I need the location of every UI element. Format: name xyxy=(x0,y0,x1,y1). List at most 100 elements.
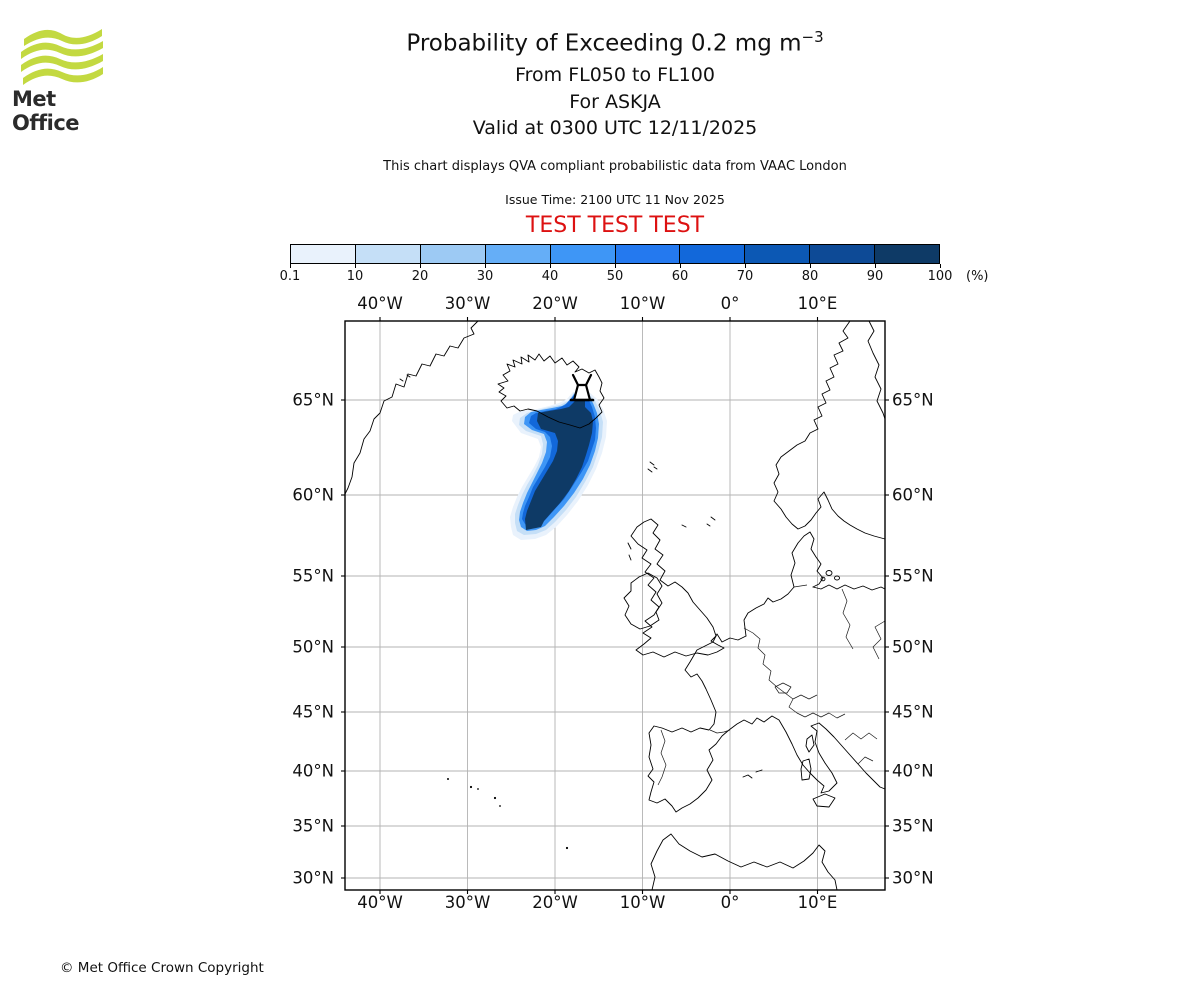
subtitle-volcano: For ASKJA xyxy=(569,91,661,113)
copyright-text: © Met Office Crown Copyright xyxy=(60,960,264,976)
colorbar-tick xyxy=(420,264,421,268)
coast-ireland xyxy=(623,572,663,630)
x-axis-label-bottom: 30°W xyxy=(444,893,491,912)
y-axis-label-right: 30°N xyxy=(892,868,934,888)
coast-danish-island-1 xyxy=(825,570,833,576)
colorbar-tick-label: 0.1 xyxy=(279,269,301,284)
coast-britain xyxy=(630,518,725,658)
x-axis-label-top: 30°W xyxy=(444,294,491,313)
subtitle-valid-time: Valid at 0300 UTC 12/11/2025 xyxy=(472,117,758,139)
x-axis-label-top: 40°W xyxy=(357,294,403,313)
plume-level-90-100 xyxy=(525,395,593,530)
met-office-logo-waves xyxy=(21,29,103,85)
map-tick-marks xyxy=(341,317,889,894)
coast-danish-island-2 xyxy=(834,575,840,581)
coast-danish-island-3 xyxy=(820,576,826,582)
coast-greenland xyxy=(344,320,479,495)
colorbar-segment xyxy=(679,245,745,263)
colorbar-tick xyxy=(355,264,356,268)
colorbar-tick-label: 20 xyxy=(411,269,429,284)
coast-hebrides xyxy=(627,542,632,561)
coast-shetland xyxy=(706,516,716,527)
colorbar-tick-label: 80 xyxy=(801,269,819,284)
coast-balearics xyxy=(742,769,763,779)
colorbar-tick xyxy=(485,264,486,268)
colorbar-tick xyxy=(615,264,616,268)
y-axis-label-right: 45°N xyxy=(892,702,934,722)
coast-iceland xyxy=(497,353,605,429)
colorbar-segment xyxy=(419,245,485,263)
volcano-icon xyxy=(569,373,595,402)
colorbar-segment xyxy=(291,245,355,263)
coast-north-africa xyxy=(650,833,838,891)
coast-sardinia xyxy=(800,758,812,781)
map-background xyxy=(345,321,885,890)
colorbar-segment xyxy=(614,245,680,263)
colorbar-tick xyxy=(680,264,681,268)
title-main: Probability of Exceeding 0.2 mg m xyxy=(406,30,802,57)
coast-greenland-islets xyxy=(399,374,411,382)
colorbar-tick-label: 100 xyxy=(927,269,953,284)
met-office-logo-text: Met Office xyxy=(12,87,80,135)
colorbar-tick-label: 90 xyxy=(866,269,884,284)
x-axis-label-bottom: 10°E xyxy=(797,893,838,912)
y-axis-label-left: 30°N xyxy=(292,868,334,888)
country-borders xyxy=(657,584,886,786)
x-axis-label-bottom: 0° xyxy=(720,893,740,912)
coast-azores-madeira xyxy=(447,778,569,850)
x-axis-label-top: 10°W xyxy=(619,294,666,313)
coast-sicily xyxy=(812,793,836,808)
colorbar xyxy=(290,244,940,264)
x-axis-label-bottom: 40°W xyxy=(357,893,403,912)
coast-orkney xyxy=(681,524,687,528)
colorbar-tick xyxy=(745,264,746,268)
colorbar-tick-label: 10 xyxy=(346,269,364,284)
coast-faroes xyxy=(647,461,658,473)
colorbar-segment xyxy=(354,245,420,263)
y-axis-label-right: 35°N xyxy=(892,816,934,836)
y-axis-label-right: 55°N xyxy=(892,566,934,586)
y-axis-label-left: 50°N xyxy=(292,637,334,657)
coast-scandinavia-ne xyxy=(867,320,886,420)
colorbar-unit-label: (%) xyxy=(966,269,989,284)
colorbar-tick-label: 60 xyxy=(671,269,689,284)
y-axis-label-left: 35°N xyxy=(292,816,334,836)
coastlines xyxy=(344,320,886,891)
test-banner: TEST TEST TEST xyxy=(525,213,705,238)
x-axis-label-top: 0° xyxy=(720,294,740,313)
y-axis-label-right: 65°N xyxy=(892,390,934,410)
title-superscript: −3 xyxy=(801,28,824,46)
colorbar-tick xyxy=(810,264,811,268)
colorbar-tick-label: 50 xyxy=(606,269,624,284)
y-axis-label-left: 60°N xyxy=(292,485,334,505)
coast-norway xyxy=(773,320,886,540)
y-axis-label-left: 45°N xyxy=(292,702,334,722)
colorbar-segment xyxy=(874,245,940,263)
map-gridlines xyxy=(345,321,885,890)
colorbar-tick-label: 70 xyxy=(736,269,754,284)
subtitle-flight-levels: From FL050 to FL100 xyxy=(515,64,715,86)
x-axis-label-bottom: 20°W xyxy=(532,893,578,912)
page-title: Probability of Exceeding 0.2 mg m−3 xyxy=(30,28,1200,57)
colorbar-tick-label: 30 xyxy=(476,269,494,284)
logo-wave-ribbons xyxy=(21,29,103,85)
map-frame xyxy=(344,320,886,891)
colorbar-segment xyxy=(484,245,550,263)
coast-corsica xyxy=(805,734,815,753)
colorbar-tick xyxy=(875,264,876,268)
y-axis-label-right: 60°N xyxy=(892,485,934,505)
colorbar-tick-label: 40 xyxy=(541,269,559,284)
map xyxy=(341,317,889,894)
colorbar-segment xyxy=(549,245,615,263)
x-axis-label-top: 10°E xyxy=(797,294,838,313)
coast-north-sea-continent xyxy=(743,586,795,637)
y-axis-label-left: 55°N xyxy=(292,566,334,586)
colorbar-tick xyxy=(550,264,551,268)
coast-baltic xyxy=(812,584,886,591)
colorbar-tick xyxy=(290,264,291,268)
y-axis-label-right: 50°N xyxy=(892,637,934,657)
x-axis-label-bottom: 10°W xyxy=(619,893,666,912)
x-axis-label-top: 20°W xyxy=(532,294,578,313)
coast-france-iberia-med xyxy=(647,633,886,813)
y-axis-label-right: 40°N xyxy=(892,761,934,781)
